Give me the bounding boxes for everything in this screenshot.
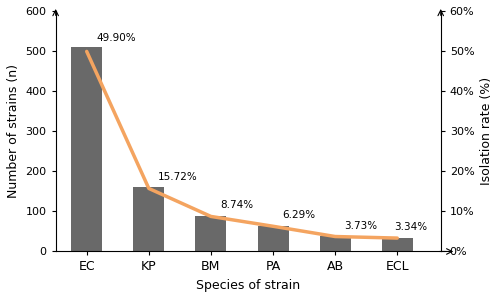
Bar [320,236,350,251]
Y-axis label: Isolation rate (%): Isolation rate (%) [480,77,493,185]
Text: 8.74%: 8.74% [220,200,254,210]
Text: 15.72%: 15.72% [158,173,198,182]
Bar [258,226,288,251]
Bar [134,187,164,251]
Text: 6.29%: 6.29% [282,210,316,220]
Y-axis label: Number of strains (n): Number of strains (n) [7,64,20,198]
Text: 3.34%: 3.34% [394,222,428,232]
X-axis label: Species of strain: Species of strain [196,279,300,292]
Bar [382,238,413,251]
Text: 3.73%: 3.73% [344,220,378,231]
Text: 49.90%: 49.90% [96,33,136,43]
Bar [71,48,102,251]
Bar [196,216,226,251]
